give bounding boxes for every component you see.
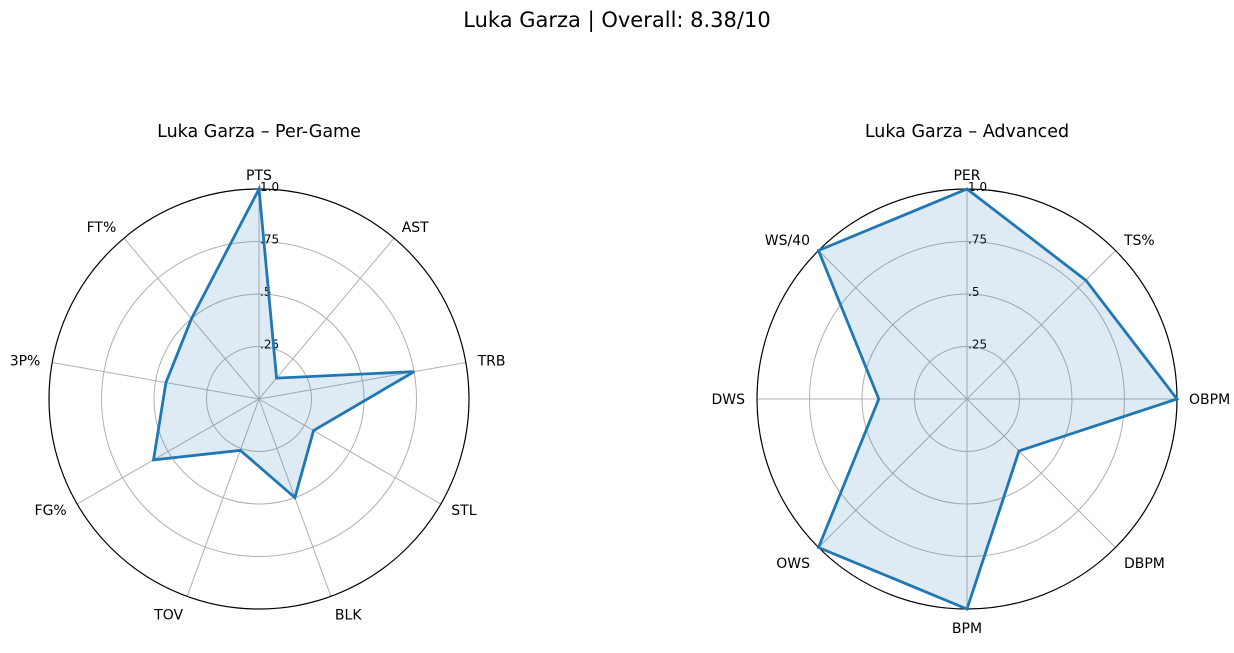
category-label: TS%: [1123, 233, 1155, 249]
category-label: FT%: [87, 220, 117, 236]
series-line: [816, 187, 1180, 611]
ring-gridline: [206, 346, 312, 452]
ring-gridline: [101, 241, 417, 557]
ring-gridline: [914, 346, 1020, 452]
radial-tick-label: 1.0: [260, 180, 279, 194]
category-label: BLK: [335, 608, 362, 624]
category-label: OWS: [776, 556, 810, 572]
ring-gridline: [153, 293, 365, 505]
category-label: 3P%: [10, 353, 41, 369]
panel-title: Luka Garza – Per-Game: [157, 122, 361, 142]
ring-gridline: [809, 241, 1125, 557]
category-label: PER: [953, 168, 980, 184]
ring-gridline: [861, 293, 1073, 505]
panel-title: Luka Garza – Advanced: [865, 122, 1069, 142]
category-label: DWS: [711, 392, 745, 408]
radial-tick-label: .75: [968, 233, 987, 247]
category-label: FG%: [35, 503, 67, 519]
category-label: TRB: [477, 353, 506, 369]
category-label: AST: [402, 220, 429, 236]
series-line: [151, 184, 415, 501]
figure-title: Luka Garza | Overall: 8.38/10: [463, 8, 771, 32]
category-label: TOV: [153, 608, 183, 624]
radar-chart-per-game: Luka Garza – Per-Game.25.5.751.0PTSASTTR…: [10, 122, 506, 624]
category-label: PTS: [246, 168, 272, 184]
category-label: STL: [451, 503, 476, 519]
radial-tick-label: 1.0: [968, 180, 987, 194]
category-label: BPM: [952, 621, 982, 637]
radial-tick-label: .5: [260, 285, 271, 299]
category-label: OBPM: [1189, 392, 1230, 408]
series-area: [153, 189, 415, 498]
radial-tick-label: .5: [968, 285, 979, 299]
category-label: DBPM: [1124, 556, 1165, 572]
series-area: [818, 189, 1177, 609]
radial-tick-label: .25: [968, 338, 987, 352]
category-label: WS/40: [765, 233, 810, 249]
